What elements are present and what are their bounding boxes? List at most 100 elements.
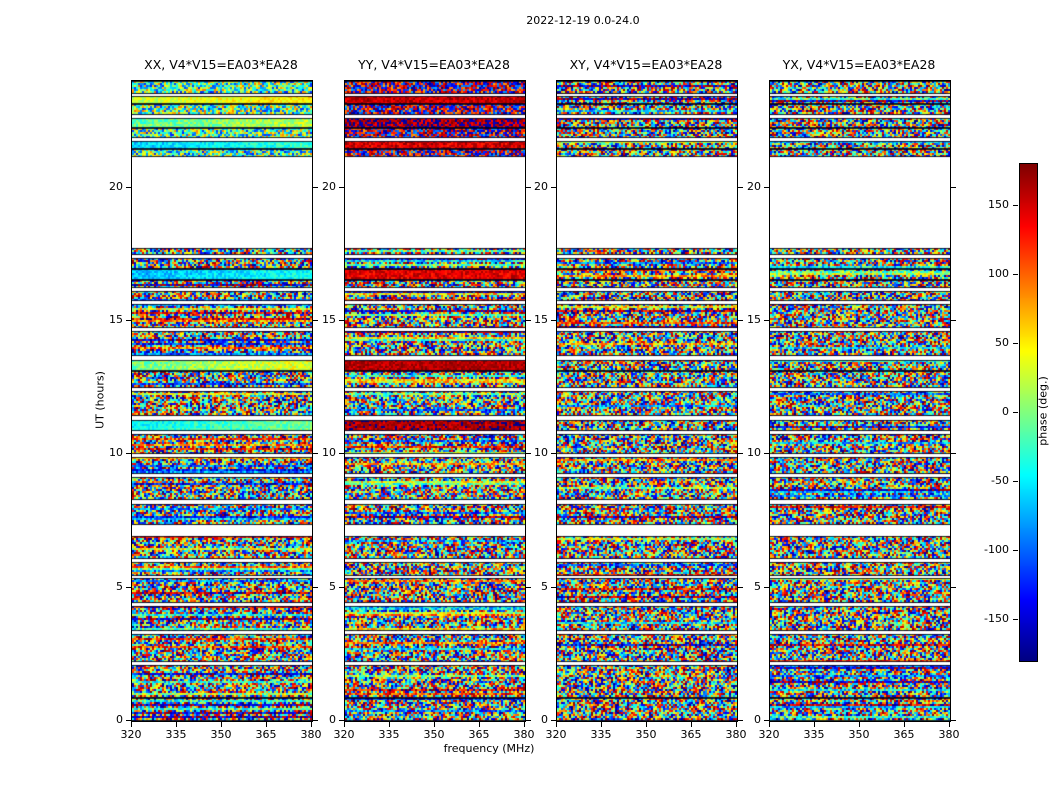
x-tick-mark	[814, 722, 815, 727]
x-tick-mark	[434, 722, 435, 727]
y-tick-label: 15	[747, 313, 761, 326]
x-tick-label: 350	[635, 728, 657, 741]
x-tick-mark	[859, 722, 860, 727]
panel-yx-heatmap	[769, 80, 951, 722]
x-tick-label: 365	[680, 728, 702, 741]
y-tick-mark	[526, 320, 531, 321]
x-tick-mark	[769, 722, 770, 727]
y-tick-mark	[951, 453, 956, 455]
y-tick-label: 5	[541, 579, 548, 593]
colorbar-tick-label: 50	[995, 335, 1009, 349]
x-tick-mark	[904, 722, 905, 727]
y-tick-mark	[951, 720, 956, 721]
y-tick-mark	[126, 186, 131, 188]
x-tick-mark	[556, 722, 557, 727]
x-tick-label: 335	[165, 728, 187, 741]
y-tick-mark	[764, 186, 769, 188]
y-tick-mark	[551, 720, 556, 721]
y-tick-mark	[313, 720, 318, 721]
y-axis-label: UT (hours)	[93, 371, 107, 429]
colorbar-tick-label: 100	[988, 266, 1009, 280]
y-tick-label: 20	[322, 179, 336, 193]
panel-title-xy: XY, V4*V15=EA03*EA28	[569, 57, 723, 72]
y-tick-label: 10	[109, 446, 123, 460]
y-tick-label: 0	[754, 713, 761, 726]
y-tick-label: 5	[116, 579, 123, 593]
x-axis-label: frequency (MHz)	[443, 742, 535, 755]
x-tick-label: 320	[333, 728, 355, 741]
x-tick-label: 350	[423, 728, 445, 741]
x-tick-label: 335	[378, 728, 400, 741]
x-tick-label: 335	[590, 728, 612, 741]
x-tick-mark	[736, 722, 737, 727]
x-tick-label: 350	[848, 728, 870, 741]
y-tick-mark	[339, 720, 344, 721]
colorbar-tick-label: 0	[1002, 405, 1009, 418]
colorbar-tick-label: -50	[991, 474, 1009, 488]
panel-xx-heatmap	[131, 80, 313, 722]
y-tick-mark	[764, 320, 769, 321]
colorbar-tick-label: -150	[984, 612, 1009, 626]
colorbar-tick-mark	[1013, 550, 1018, 552]
x-tick-label: 320	[758, 728, 780, 741]
x-tick-mark	[646, 722, 647, 727]
y-tick-label: 15	[322, 313, 336, 326]
panel-title-yx: YX, V4*V15=EA03*EA28	[782, 57, 936, 72]
x-tick-label: 320	[545, 728, 567, 741]
x-tick-mark	[949, 722, 950, 727]
y-tick-mark	[126, 586, 131, 588]
y-tick-mark	[526, 186, 531, 188]
y-tick-mark	[551, 586, 556, 588]
x-tick-label: 365	[468, 728, 490, 741]
y-tick-mark	[738, 320, 743, 321]
y-tick-mark	[551, 186, 556, 188]
y-tick-label: 10	[534, 446, 548, 460]
x-tick-mark	[389, 722, 390, 727]
colorbar-gradient	[1019, 163, 1038, 662]
y-tick-mark	[951, 586, 956, 588]
y-tick-mark	[126, 320, 131, 321]
x-tick-mark	[176, 722, 177, 727]
y-tick-mark	[339, 586, 344, 588]
y-tick-mark	[526, 453, 531, 455]
y-tick-label: 20	[109, 179, 123, 193]
x-tick-label: 380	[513, 728, 535, 741]
figure-title: 2022-12-19 0.0-24.0	[526, 14, 640, 27]
y-tick-label: 0	[541, 713, 548, 726]
y-tick-label: 5	[329, 579, 336, 593]
x-tick-mark	[221, 722, 222, 727]
y-tick-mark	[764, 586, 769, 588]
y-tick-mark	[738, 720, 743, 721]
colorbar-tick-mark	[1013, 342, 1018, 344]
y-tick-label: 10	[747, 446, 761, 460]
y-tick-label: 5	[754, 579, 761, 593]
y-tick-label: 10	[322, 446, 336, 460]
y-tick-mark	[126, 720, 131, 721]
x-tick-label: 320	[120, 728, 142, 741]
y-tick-label: 20	[534, 179, 548, 193]
x-tick-label: 365	[893, 728, 915, 741]
panel-title-yy: YY, V4*V15=EA03*EA28	[358, 57, 510, 72]
x-tick-mark	[266, 722, 267, 727]
y-tick-mark	[126, 453, 131, 455]
x-tick-label: 335	[803, 728, 825, 741]
y-tick-label: 0	[116, 713, 123, 726]
y-tick-label: 20	[747, 179, 761, 193]
colorbar-tick-mark	[1013, 204, 1018, 206]
x-tick-mark	[311, 722, 312, 727]
colorbar-tick-mark	[1013, 273, 1018, 275]
y-tick-mark	[339, 453, 344, 455]
x-tick-mark	[601, 722, 602, 727]
colorbar-tick-label: -100	[984, 543, 1009, 557]
x-tick-mark	[479, 722, 480, 727]
x-tick-label: 350	[210, 728, 232, 741]
y-tick-mark	[551, 453, 556, 455]
y-tick-mark	[738, 453, 743, 455]
colorbar-tick-mark	[1013, 619, 1018, 621]
x-tick-label: 380	[938, 728, 960, 741]
y-tick-mark	[738, 186, 743, 188]
panel-xy-heatmap	[556, 80, 738, 722]
y-tick-label: 0	[329, 713, 336, 726]
y-tick-mark	[313, 453, 318, 455]
